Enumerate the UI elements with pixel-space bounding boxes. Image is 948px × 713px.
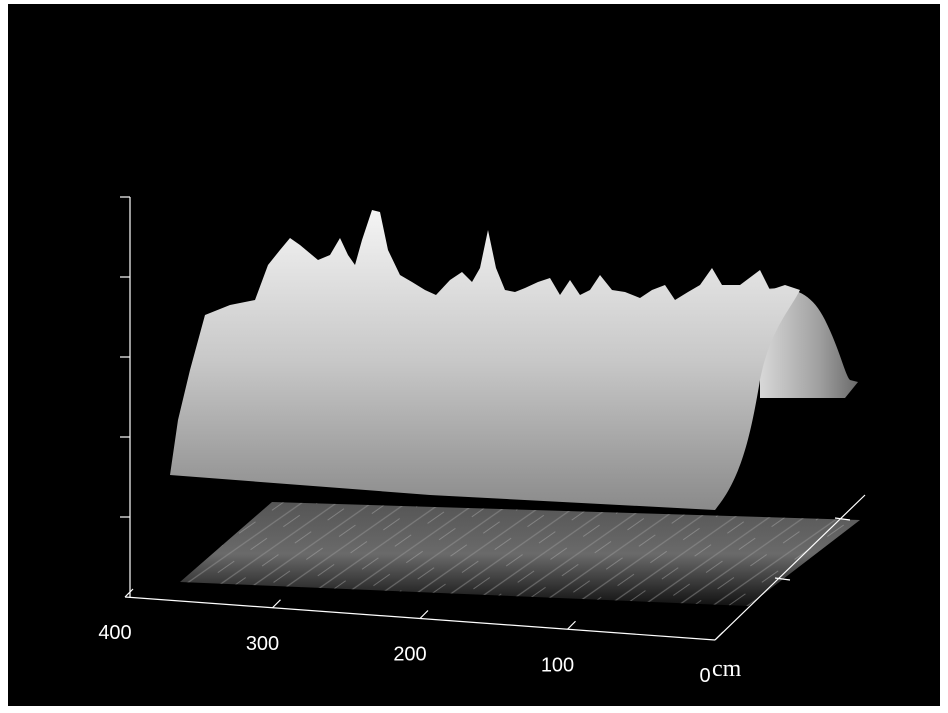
x-tick-label: 300: [246, 633, 279, 655]
x-tick-label: 400: [98, 622, 131, 644]
x-tick-label: 200: [393, 644, 426, 666]
x-tick-label: 100: [541, 654, 574, 676]
x-axis-label: cm: [712, 656, 742, 682]
x-tick-label: 0: [699, 665, 710, 687]
chart: cm 0 100 200 300 400: [0, 0, 948, 713]
